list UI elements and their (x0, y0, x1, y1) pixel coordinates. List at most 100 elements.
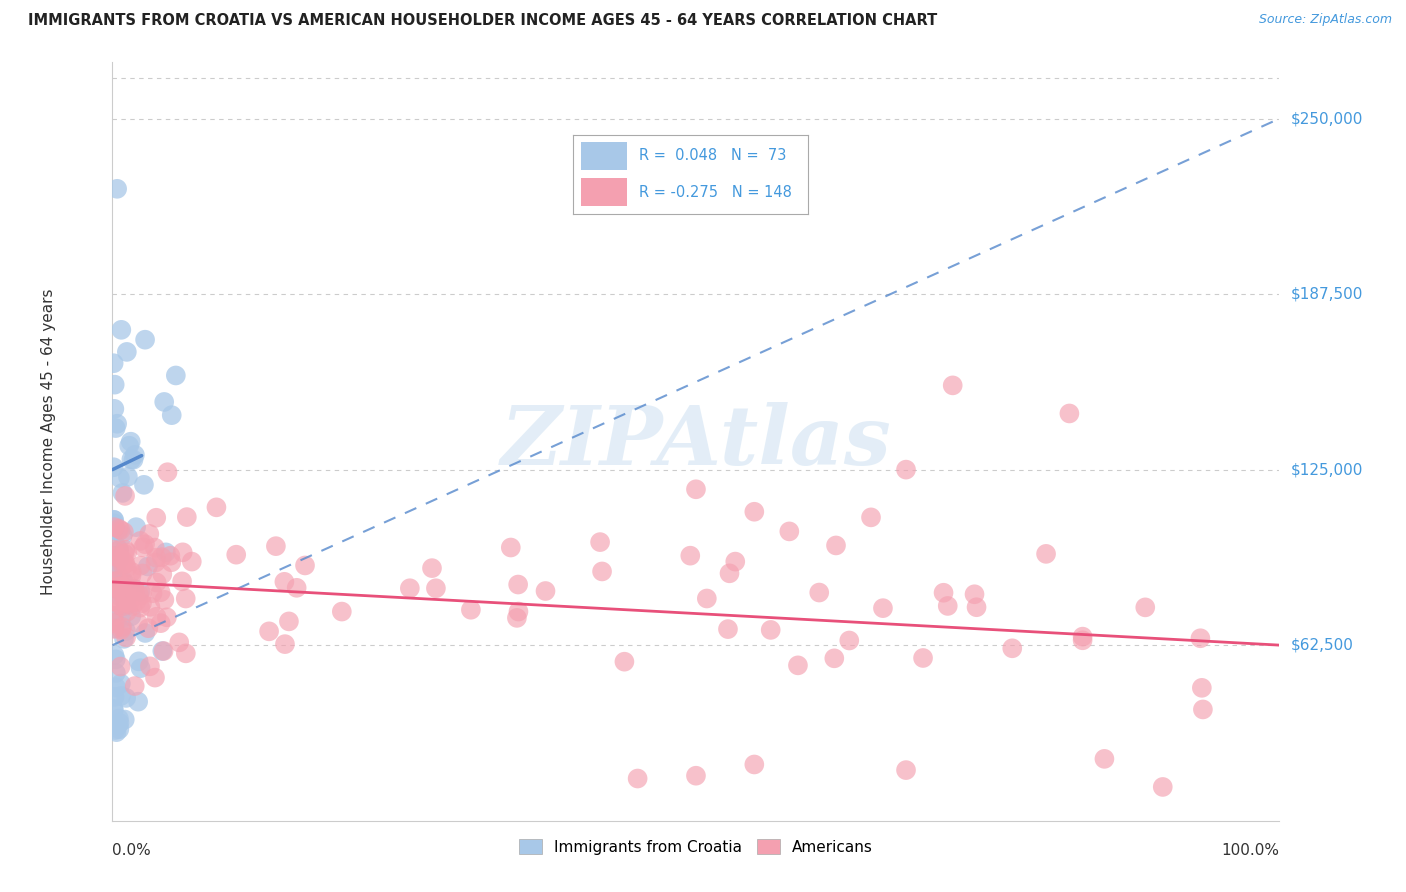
Point (139, 659, 162, 673)
Point (114, 547, 136, 561)
Point (141, 586, 163, 600)
Point (420, 561, 443, 575)
Point (696, 591, 718, 606)
Point (108, 712, 131, 726)
Point (103, 702, 125, 716)
Point (159, 549, 181, 563)
Point (156, 465, 179, 479)
Point (112, 632, 135, 646)
Point (942, 378, 965, 392)
FancyBboxPatch shape (581, 142, 627, 170)
Point (107, 567, 129, 582)
Point (111, 620, 134, 634)
Point (132, 541, 155, 555)
Point (104, 652, 127, 666)
Point (114, 713, 136, 727)
Point (103, 608, 125, 623)
Point (143, 671, 166, 685)
Point (124, 586, 146, 600)
Point (115, 690, 138, 705)
Point (138, 621, 160, 635)
Point (131, 596, 153, 610)
Point (613, 655, 636, 669)
Point (160, 555, 183, 569)
Point (110, 586, 132, 600)
Point (1035, 547, 1057, 561)
Point (124, 679, 146, 693)
Point (108, 551, 131, 566)
Point (160, 408, 183, 422)
Point (105, 417, 128, 431)
Point (125, 594, 148, 608)
Point (104, 680, 127, 694)
Point (174, 646, 197, 660)
Text: R =  0.048   N =  73: R = 0.048 N = 73 (640, 148, 786, 163)
Point (124, 582, 146, 597)
Point (172, 574, 194, 589)
Point (425, 581, 447, 595)
Point (115, 345, 138, 359)
Point (963, 587, 986, 601)
Point (285, 581, 308, 595)
Point (103, 516, 125, 531)
Point (112, 574, 135, 588)
Point (114, 489, 136, 503)
Point (104, 377, 127, 392)
Point (122, 452, 145, 467)
Point (104, 580, 127, 594)
Point (108, 551, 131, 566)
Point (1191, 681, 1213, 695)
Point (1001, 641, 1024, 656)
Point (508, 605, 530, 619)
Point (744, 757, 766, 772)
Point (152, 644, 174, 658)
Point (104, 665, 127, 680)
Point (139, 599, 162, 614)
Point (110, 689, 132, 703)
Point (114, 542, 136, 557)
Point (149, 616, 172, 631)
Point (110, 659, 132, 673)
Point (744, 505, 766, 519)
Point (277, 615, 299, 629)
Point (103, 513, 125, 527)
Point (1059, 407, 1081, 421)
Point (936, 599, 959, 613)
Point (103, 513, 125, 527)
Point (1152, 780, 1174, 794)
Point (122, 582, 145, 596)
Point (114, 557, 136, 571)
Point (823, 651, 845, 665)
Point (107, 719, 129, 733)
Point (912, 651, 935, 665)
Point (117, 577, 139, 591)
FancyBboxPatch shape (581, 178, 627, 206)
Point (127, 695, 149, 709)
Point (264, 539, 287, 553)
Point (104, 421, 127, 435)
Point (825, 538, 848, 552)
Point (105, 182, 128, 196)
Point (138, 527, 160, 541)
Point (108, 715, 131, 730)
Point (108, 543, 131, 558)
Point (103, 703, 125, 717)
Point (718, 566, 741, 581)
Text: ZIPAtlas: ZIPAtlas (501, 401, 891, 482)
Point (176, 510, 198, 524)
Point (103, 401, 125, 416)
Point (145, 609, 167, 624)
Point (534, 584, 557, 599)
Point (103, 582, 125, 596)
Point (111, 558, 134, 573)
Point (111, 486, 134, 500)
Point (118, 597, 141, 611)
Point (103, 608, 125, 623)
Point (150, 550, 173, 565)
Point (110, 611, 132, 625)
Point (117, 545, 139, 559)
Point (274, 637, 297, 651)
Point (121, 565, 143, 579)
Point (103, 542, 125, 557)
Point (129, 661, 152, 675)
